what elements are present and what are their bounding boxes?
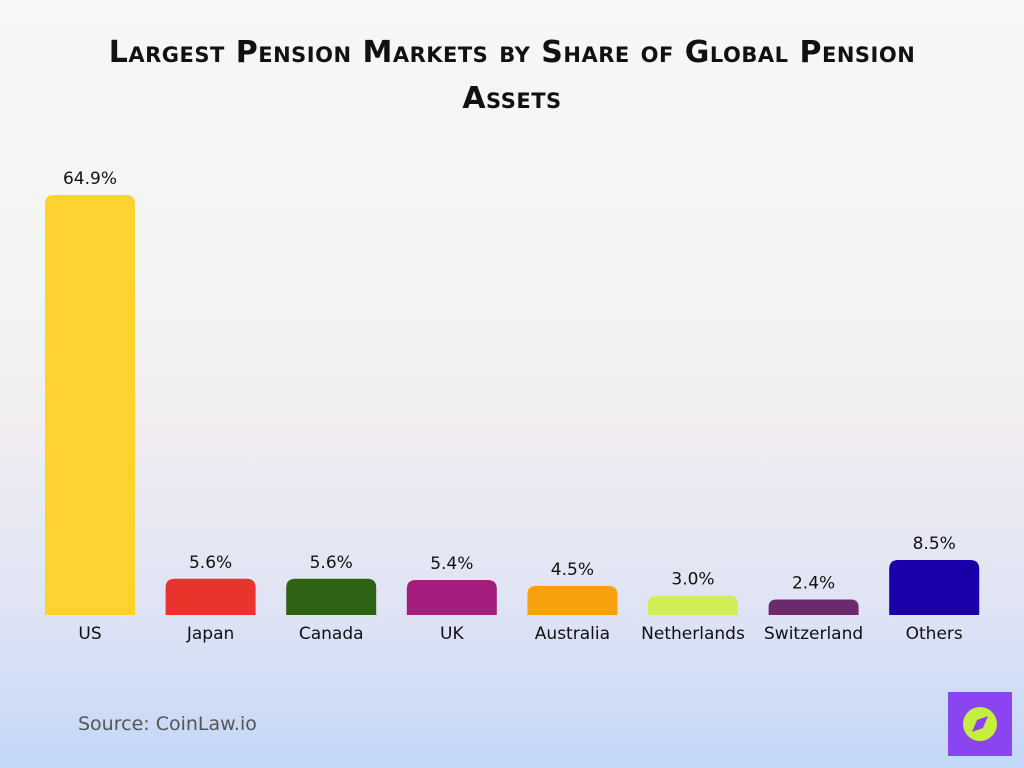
bar xyxy=(527,585,618,615)
x-tick-label: Australia xyxy=(535,624,610,644)
bar xyxy=(889,559,980,615)
value-label: 5.6% xyxy=(310,553,353,573)
value-label: 2.4% xyxy=(792,573,835,593)
x-tick-label: Others xyxy=(906,624,963,644)
x-tick-label: UK xyxy=(440,624,464,644)
value-label: 5.6% xyxy=(189,553,232,573)
x-tick-label: Canada xyxy=(299,624,364,644)
logo xyxy=(948,692,1012,756)
bar xyxy=(768,599,859,615)
chart-title: Largest Pension Markets by Share of Glob… xyxy=(108,35,916,116)
bar xyxy=(165,578,256,615)
value-label: 64.9% xyxy=(63,169,117,189)
bar xyxy=(286,578,377,615)
value-label: 5.4% xyxy=(430,554,473,574)
bar xyxy=(406,580,497,615)
value-label: 3.0% xyxy=(671,570,714,590)
bar xyxy=(45,195,135,615)
x-tick-label: US xyxy=(78,624,101,644)
value-label: 4.5% xyxy=(551,560,594,580)
x-tick-label: Switzerland xyxy=(764,624,863,644)
value-label: 8.5% xyxy=(913,534,956,554)
x-tick-label: Japan xyxy=(186,624,234,644)
bar xyxy=(648,595,738,615)
source-note: Source: CoinLaw.io xyxy=(78,713,257,735)
x-tick-label: Netherlands xyxy=(641,624,745,644)
